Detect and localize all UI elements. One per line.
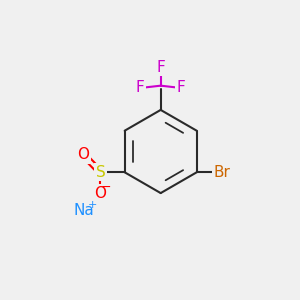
Text: Na: Na	[74, 203, 94, 218]
Text: S: S	[95, 165, 105, 180]
Text: O: O	[94, 186, 106, 201]
Text: O: O	[78, 148, 90, 163]
Text: Br: Br	[213, 165, 230, 180]
Text: F: F	[156, 60, 165, 75]
Text: −: −	[101, 181, 112, 194]
Text: +: +	[88, 200, 97, 210]
Text: F: F	[177, 80, 185, 95]
Text: F: F	[136, 80, 145, 95]
